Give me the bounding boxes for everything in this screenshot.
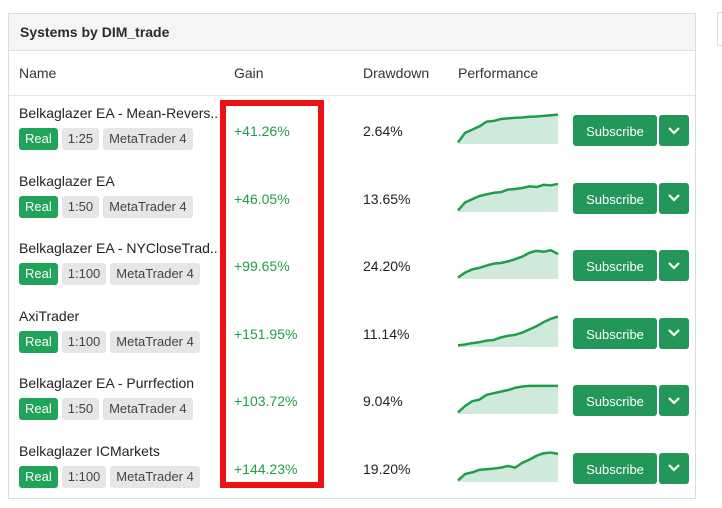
gain-value: +46.05% [234,190,290,207]
account-type-badge: Real [19,465,58,488]
gain-value: +103.72% [234,393,298,409]
subscribe-button[interactable]: Subscribe [573,385,657,416]
drawdown-value: 24.20% [363,258,411,274]
gain-value: +151.95% [234,325,298,342]
subscribe-options-button[interactable] [659,182,689,214]
subscribe-button[interactable]: Subscribe [573,115,657,146]
systems-table-body: Belkaglazer EA - Mean-Revers... Real 1:25… [9,96,695,501]
column-header-gain[interactable]: Gain [234,65,264,81]
system-tags: Real 1:100 MetaTrader 4 [19,465,200,488]
performance-sparkline [457,248,559,279]
table-row: Belkaglazer EA - Purrfection Real 1:50 Met… [9,366,695,434]
platform-badge: MetaTrader 4 [103,195,193,218]
adjacent-panel-edge [717,12,722,46]
subscribe-options-button[interactable] [659,317,689,349]
system-tags: Real 1:50 MetaTrader 4 [19,398,193,420]
platform-badge: MetaTrader 4 [103,128,193,150]
table-row: Belkaglazer ICMarkets Real 1:100 MetaTrade… [9,434,695,502]
chevron-down-icon [668,194,680,202]
sparkline-area [458,385,558,414]
performance-sparkline [457,450,559,482]
leverage-badge: 1:50 [61,195,100,218]
account-type-badge: Real [19,195,58,218]
chevron-down-icon [668,261,680,270]
account-type-badge: Real [19,128,58,150]
subscribe-options-button[interactable] [659,452,689,484]
sparkline-area [458,250,558,279]
table-header: Name Gain Drawdown Performance [9,51,695,96]
platform-badge: MetaTrader 4 [110,263,200,285]
system-tags: Real 1:25 MetaTrader 4 [19,128,193,150]
gain-value: +144.23% [234,460,298,477]
drawdown-value: 11.14% [363,325,410,342]
system-name-link[interactable]: Belkaglazer EA - Mean-Revers... [19,105,219,121]
sparkline-area [458,114,558,144]
leverage-badge: 1:25 [61,128,100,150]
system-name-link[interactable]: Belkaglazer EA [19,172,115,189]
system-name-link[interactable]: Belkaglazer EA - NYCloseTrad... [19,240,219,256]
performance-sparkline [457,314,559,347]
system-tags: Real 1:100 MetaTrader 4 [19,263,200,285]
subscribe-button[interactable]: Subscribe [573,317,657,349]
platform-badge: MetaTrader 4 [110,465,200,488]
systems-panel: Systems by DIM_trade Name Gain Drawdown … [8,13,696,499]
sparkline-line [457,248,559,279]
sparkline-line [457,384,558,414]
system-name-link[interactable]: AxiTrader [19,307,80,324]
leverage-badge: 1:100 [61,263,107,285]
sparkline-area [458,316,558,347]
chevron-down-icon [668,126,680,135]
sparkline-line [457,314,559,347]
subscribe-button[interactable]: Subscribe [573,452,657,484]
platform-badge: MetaTrader 4 [110,330,200,353]
sparkline-area [458,183,558,212]
performance-sparkline [457,182,559,212]
table-row: AxiTrader Real 1:100 MetaTrader 4 +151.95%… [9,299,695,367]
leverage-badge: 1:100 [61,330,107,353]
account-type-badge: Real [19,263,58,285]
system-name-link[interactable]: Belkaglazer ICMarkets [19,442,160,459]
leverage-badge: 1:50 [61,398,100,420]
subscribe-options-button[interactable] [659,385,689,416]
system-name-link[interactable]: Belkaglazer EA - Purrfection [19,375,195,391]
system-tags: Real 1:100 MetaTrader 4 [19,330,200,353]
chevron-down-icon [668,396,680,405]
table-row: Belkaglazer EA - Mean-Revers... Real 1:25… [9,96,695,164]
performance-sparkline [457,384,558,414]
account-type-badge: Real [19,330,58,353]
subscribe-options-button[interactable] [659,250,689,281]
platform-badge: MetaTrader 4 [103,398,193,420]
leverage-badge: 1:100 [61,465,107,488]
sparkline-line [457,182,559,211]
table-row: Belkaglazer EA - NYCloseTrad... Real 1:10… [9,231,695,299]
drawdown-value: 13.65% [363,190,411,207]
sparkline-line [457,450,559,481]
subscribe-button[interactable]: Subscribe [573,250,657,281]
gain-value: +99.65% [234,258,290,274]
column-header-name[interactable]: Name [19,65,57,81]
drawdown-value: 2.64% [363,123,403,139]
column-header-drawdown[interactable]: Drawdown [363,65,430,81]
subscribe-options-button[interactable] [659,115,689,146]
drawdown-value: 9.04% [363,393,403,409]
system-tags: Real 1:50 MetaTrader 4 [19,195,193,218]
panel-title: Systems by DIM_trade [9,14,695,51]
column-header-performance: Performance [458,65,539,81]
drawdown-value: 19.20% [363,460,411,477]
subscribe-button[interactable]: Subscribe [573,182,657,214]
gain-value: +41.26% [234,123,290,139]
chevron-down-icon [668,464,680,472]
sparkline-line [456,113,559,144]
performance-sparkline [456,113,559,144]
table-row: Belkaglazer EA Real 1:50 MetaTrader 4 +46.… [9,164,695,232]
account-type-badge: Real [19,398,58,420]
chevron-down-icon [668,329,680,337]
